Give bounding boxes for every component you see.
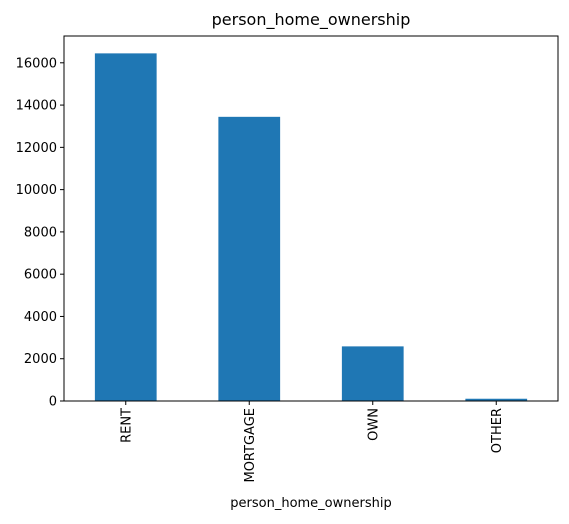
- x-tick-label: RENT: [119, 408, 134, 443]
- bar-own: [341, 346, 404, 401]
- y-tick-label: 6000: [24, 268, 57, 283]
- y-tick-label: 2000: [24, 352, 57, 367]
- chart-title: person_home_ownership: [212, 10, 411, 30]
- bar-mortgage: [218, 116, 281, 401]
- x-tick-label: OTHER: [490, 408, 505, 453]
- y-tick-label: 8000: [24, 225, 57, 240]
- y-tick-label: 4000: [24, 310, 57, 325]
- y-tick-label: 10000: [16, 183, 57, 198]
- bar-rent: [94, 53, 157, 402]
- plot-frame: [63, 35, 559, 402]
- x-tick-label: OWN: [366, 408, 381, 441]
- bars-layer: [94, 53, 528, 402]
- y-tick-label: 14000: [16, 99, 57, 114]
- ticks-layer: RENT MORTGAGE OWN OTHER 0 2000 4000 6000 8000 100…: [16, 56, 505, 482]
- y-tick-label: 16000: [16, 56, 57, 71]
- x-axis-label: person_home_ownership: [230, 496, 391, 511]
- bar-other: [465, 398, 528, 401]
- y-tick-label: 0: [49, 395, 57, 410]
- x-tick-label: MORTGAGE: [243, 408, 258, 483]
- y-tick-label: 12000: [16, 141, 57, 156]
